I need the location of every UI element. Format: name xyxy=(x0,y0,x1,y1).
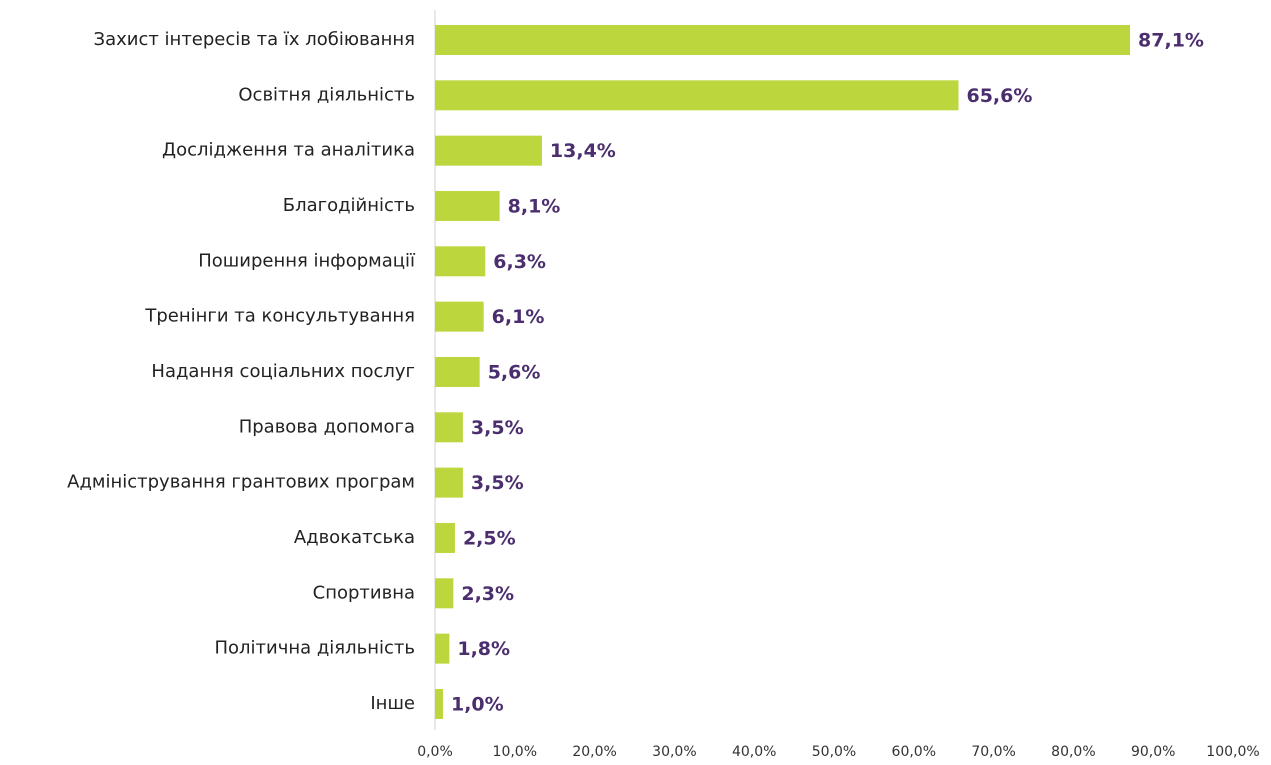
value-label: 1,8% xyxy=(457,638,510,660)
x-tick-label: 60,0% xyxy=(892,744,936,760)
bar xyxy=(435,135,542,166)
x-tick-label: 80,0% xyxy=(1051,744,1095,760)
x-tick-label: 0,0% xyxy=(417,744,453,760)
x-tick-label: 20,0% xyxy=(572,744,616,760)
x-tick-label: 40,0% xyxy=(732,744,776,760)
y-tick-label: Правова допомога xyxy=(239,416,415,437)
x-tick-label: 30,0% xyxy=(652,744,696,760)
y-tick-label: Дослідження та аналітика xyxy=(162,140,415,161)
x-tick-label: 70,0% xyxy=(971,744,1015,760)
y-tick-label: Поширення інформації xyxy=(198,250,416,271)
value-label: 1,0% xyxy=(451,693,504,715)
y-tick-label: Надання соціальних послуг xyxy=(151,361,415,382)
y-tick-label: Інше xyxy=(370,693,415,714)
value-label: 2,5% xyxy=(463,527,516,549)
bar xyxy=(435,633,450,664)
value-label: 6,1% xyxy=(492,306,545,328)
x-tick-label: 10,0% xyxy=(493,744,537,760)
bar xyxy=(435,356,480,387)
value-label: 3,5% xyxy=(471,417,524,439)
y-tick-label: Благодійність xyxy=(283,195,415,216)
value-label: 65,6% xyxy=(966,85,1032,107)
bar xyxy=(435,80,959,111)
bar xyxy=(435,578,454,609)
x-tick-label: 90,0% xyxy=(1131,744,1175,760)
bar xyxy=(435,301,484,332)
y-tick-label: Політична діяльність xyxy=(214,638,415,659)
x-tick-label: 100,0% xyxy=(1206,744,1259,760)
value-label: 2,3% xyxy=(461,583,514,605)
value-label: 6,3% xyxy=(493,251,546,273)
bar xyxy=(435,246,486,277)
value-label: 8,1% xyxy=(508,195,561,217)
bar xyxy=(435,412,463,443)
value-label: 5,6% xyxy=(488,361,541,383)
y-tick-label: Адвокатська xyxy=(294,527,415,548)
y-tick-label: Тренінги та консультування xyxy=(144,306,415,327)
bar xyxy=(435,688,443,719)
bar xyxy=(435,522,455,553)
bar xyxy=(435,190,500,221)
value-label: 87,1% xyxy=(1138,30,1204,52)
y-tick-label: Спортивна xyxy=(313,582,415,603)
y-tick-label: Захист інтересів та їх лобіювання xyxy=(94,29,415,50)
x-tick-label: 50,0% xyxy=(812,744,856,760)
y-tick-label: Освітня діяльність xyxy=(238,84,415,105)
bar xyxy=(435,467,463,498)
value-label: 3,5% xyxy=(471,472,524,494)
bar xyxy=(435,25,1131,55)
y-tick-label: Адміністрування грантових програм xyxy=(67,472,415,493)
value-label: 13,4% xyxy=(550,140,616,162)
